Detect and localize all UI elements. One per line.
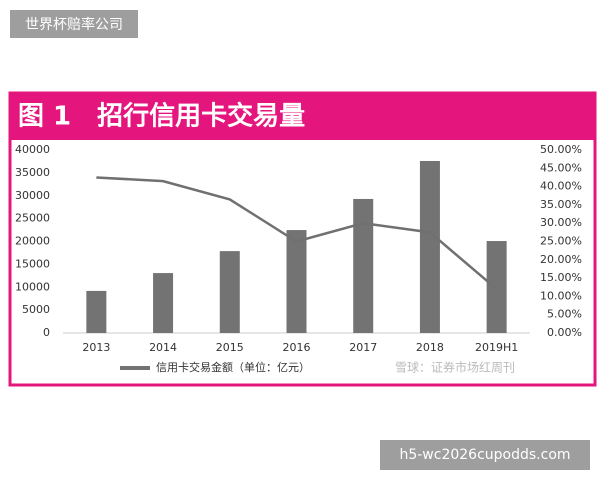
x-tick-label: 2014 [149,341,177,354]
bar [353,198,374,333]
bar [219,251,240,333]
x-tick-label: 2013 [82,341,110,354]
bar [486,241,507,333]
x-tick-label: 2017 [349,341,377,354]
y-tick-label: 5000 [22,303,50,316]
legend-label: 信用卡交易金额（单位：亿元） [156,360,310,374]
y2-tick-label: 40.00% [540,180,582,193]
y-tick-label: 30000 [15,189,50,202]
y-tick-label: 35000 [15,166,50,179]
bar [286,230,307,333]
header-label: 世界杯赔率公司 [10,10,138,38]
y-tick-label: 10000 [15,280,50,293]
y2-tick-label: 0.00% [547,326,582,339]
bar [153,273,174,333]
y2-tick-label: 25.00% [540,235,582,248]
x-tick-label: 2018 [416,341,444,354]
y2-tick-label: 50.00% [540,143,582,156]
y2-tick-label: 10.00% [540,289,582,302]
x-tick-label: 2015 [216,341,244,354]
y2-tick-label: 20.00% [540,253,582,266]
x-tick-label: 2016 [283,341,311,354]
y-tick-label: 0 [43,326,50,339]
legend-swatch [120,366,150,370]
title-band [10,93,595,140]
y2-tick-label: 45.00% [540,161,582,174]
y2-tick-label: 35.00% [540,198,582,211]
y-tick-label: 15000 [15,257,50,270]
y-tick-label: 20000 [15,235,50,248]
y-tick-label: 40000 [15,143,50,156]
bar [419,160,440,333]
x-tick-label: 2019H1 [475,341,518,354]
line [96,176,498,291]
y-tick-label: 25000 [15,212,50,225]
footer-label: h5-wc2026cupodds.com [380,440,590,470]
y2-tick-label: 5.00% [547,308,582,321]
y2-tick-label: 15.00% [540,271,582,284]
chart-title: 图 1 招行信用卡交易量 [18,101,305,132]
bar [86,290,107,333]
y2-tick-label: 30.00% [540,216,582,229]
watermark: 雪球：证券市场红周刊 [395,360,515,375]
